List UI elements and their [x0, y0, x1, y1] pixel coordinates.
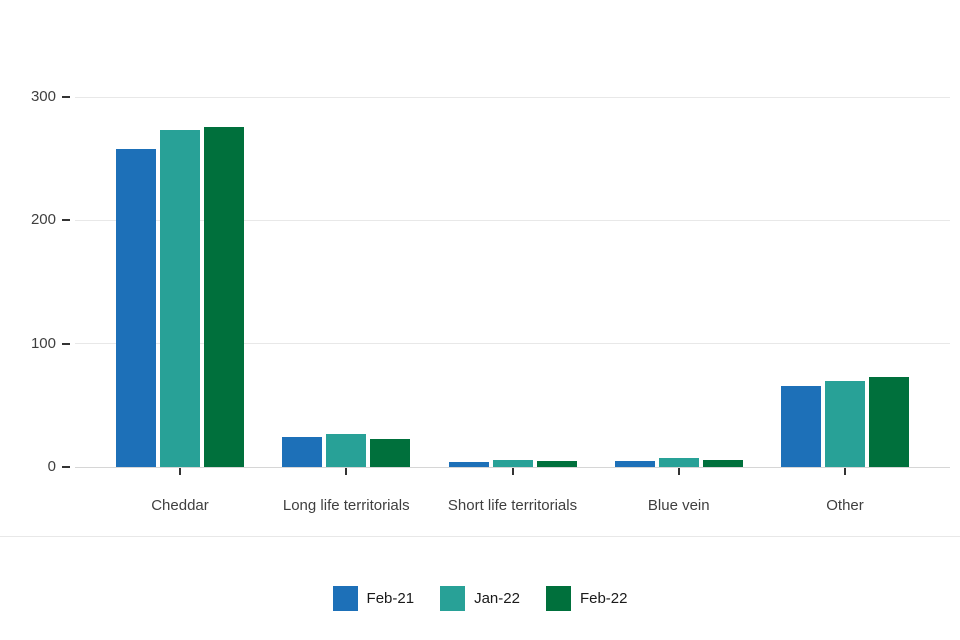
gridline [75, 343, 950, 345]
bar-feb-21-blue-vein [614, 460, 655, 467]
y-axis-tick [62, 96, 70, 98]
y-axis-label: 300 [30, 88, 56, 105]
bar-feb-22-blue-vein [702, 459, 743, 467]
legend-label-feb-22: Feb-22 [579, 590, 628, 607]
x-axis-tick [844, 468, 846, 475]
x-axis-label: Blue vein [647, 497, 710, 514]
x-axis-tick [677, 468, 680, 475]
bar-jan-22-short-life-territorials [492, 459, 533, 467]
bar-feb-22-cheddar [204, 126, 244, 467]
x-axis-label: Long life territorials [282, 497, 410, 514]
legend-swatch-feb-21 [332, 586, 358, 611]
legend-swatch-jan-22 [440, 586, 466, 611]
x-axis-line [75, 467, 950, 468]
bar-jan-22-long-life-territorials [326, 433, 367, 467]
legend-item-feb-22: Feb-22 [545, 586, 628, 611]
x-axis-label: Other [826, 497, 864, 514]
x-axis-tick [345, 468, 348, 475]
y-axis-tick [62, 342, 70, 345]
gridline [75, 219, 950, 221]
bar-feb-22-other [869, 376, 909, 467]
y-axis-tick [62, 466, 70, 468]
bar-feb-22-short-life-territorials [536, 460, 577, 467]
bar-feb-22-long-life-territorials [370, 438, 411, 467]
x-axis-label: Cheddar [151, 497, 209, 514]
bar-feb-21-short-life-territorials [448, 462, 489, 467]
chart-legend: Feb-21 Jan-22 Feb-22 [0, 586, 960, 611]
bottom-separator-line [0, 536, 960, 537]
plot-area: 0 100 200 300 Cheddar Long life territorials S… [0, 88, 960, 537]
bar-jan-22-cheddar [160, 130, 200, 467]
y-axis-label: 100 [30, 334, 56, 352]
bar-feb-21-other [781, 385, 821, 467]
x-axis-label: Short life territorials [447, 497, 578, 514]
bar-jan-22-blue-vein [658, 458, 699, 467]
bar-feb-21-cheddar [116, 148, 156, 467]
bar-jan-22-other [825, 380, 865, 467]
legend-item-feb-21: Feb-21 [332, 586, 415, 611]
x-axis-tick [179, 468, 181, 475]
bar-feb-21-long-life-territorials [282, 437, 323, 467]
legend-label-jan-22: Jan-22 [474, 590, 520, 607]
y-axis-label: 0 [47, 458, 56, 475]
y-axis-tick [62, 219, 70, 222]
legend-label-feb-21: Feb-21 [366, 590, 415, 607]
legend-item-jan-22: Jan-22 [440, 586, 520, 611]
legend-swatch-feb-22 [545, 586, 571, 611]
x-axis-tick [511, 468, 514, 475]
gridline [75, 96, 950, 98]
y-axis-label: 200 [30, 211, 56, 229]
